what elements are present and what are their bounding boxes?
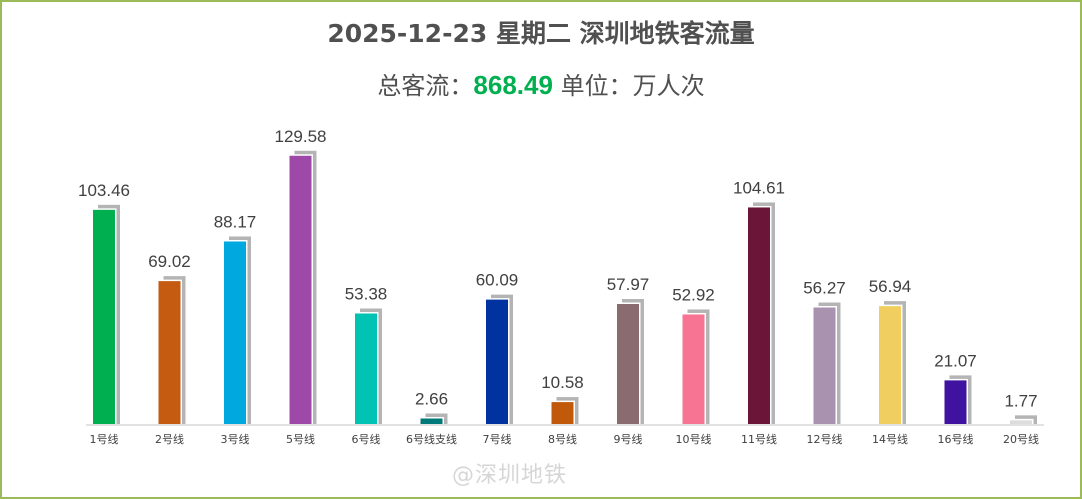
bar (551, 402, 574, 424)
bar (879, 306, 901, 424)
tick-label: 2号线 (155, 432, 184, 446)
bar (813, 307, 836, 424)
bar (355, 313, 377, 424)
unit-label: 单位：万人次 (560, 72, 705, 100)
tick-label: 1号线 (90, 432, 119, 446)
tick-labels-group: 1号线 2号线 3号线 5号线 6号线 6号线支线 7号线 8号线 9号线 10号线 11号线 12号… (90, 432, 1040, 446)
bar (617, 304, 639, 424)
data-label: 103.46 (78, 181, 130, 200)
data-label: 1.77 (1004, 391, 1037, 410)
tick-label: 11号线 (741, 432, 777, 446)
data-label: 69.02 (148, 252, 191, 271)
bar (486, 299, 508, 424)
bar (682, 314, 705, 424)
tick-label: 6号线支线 (406, 432, 457, 446)
tick-label: 14号线 (872, 432, 908, 446)
tick-label: 16号线 (938, 432, 974, 446)
bar (93, 209, 115, 424)
tick-label: 10号线 (676, 432, 712, 446)
tick-label: 12号线 (807, 432, 843, 446)
bars-group: 103.46 69.02 88.17 129.58 53.38 2.66 60.09 10.5… (78, 127, 1038, 424)
data-label: 2.66 (415, 389, 448, 408)
tick-label: 5号线 (286, 432, 315, 446)
tick-label: 3号线 (221, 432, 250, 446)
total-label: 总客流： (377, 72, 474, 100)
bar (748, 207, 770, 424)
tick-label: 20号线 (1003, 432, 1039, 446)
bar (158, 281, 181, 424)
data-label: 56.27 (803, 279, 846, 298)
tick-label: 6号线 (352, 432, 381, 446)
data-label: 10.58 (541, 373, 584, 392)
bar (224, 241, 246, 424)
bar (289, 155, 312, 424)
bar (420, 418, 443, 424)
data-label: 60.09 (476, 271, 519, 290)
chart-subtitle: 总客流：868.49 单位：万人次 (0, 66, 1082, 101)
tick-label: 8号线 (548, 432, 577, 446)
watermark: @深圳地铁 (452, 463, 568, 488)
tick-label: 7号线 (483, 432, 512, 446)
tick-label: 9号线 (614, 432, 643, 446)
total-value: 868.49 (473, 70, 553, 100)
bar (1010, 420, 1032, 424)
bar (944, 380, 967, 424)
data-label: 104.61 (733, 178, 785, 197)
data-label: 88.17 (214, 212, 257, 231)
data-label: 52.92 (672, 285, 715, 304)
data-label: 57.97 (607, 275, 650, 294)
data-label: 56.94 (869, 277, 912, 296)
chart-title: 2025-12-23 星期二 深圳地铁客流量 (327, 19, 755, 48)
data-label: 53.38 (345, 285, 388, 304)
data-label: 21.07 (934, 351, 977, 370)
data-label: 129.58 (275, 127, 327, 146)
